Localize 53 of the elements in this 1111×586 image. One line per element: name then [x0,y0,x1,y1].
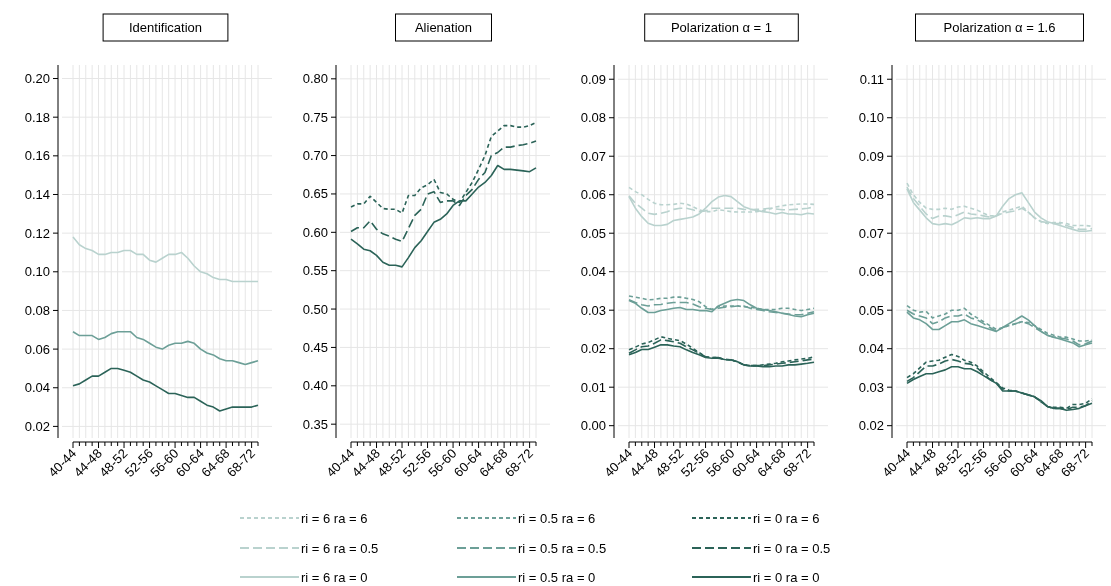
y-tick-label: 0.70 [302,148,328,164]
y-tick-label: 0.05 [858,302,884,318]
y-tick-label: 0.03 [580,302,606,318]
y-tick-label: 0.75 [302,109,328,125]
y-tick-label: 0.10 [858,110,884,126]
chart-title: Polarization α = 1.6 [943,20,1056,35]
y-tick-label: 0.40 [302,378,328,394]
y-tick-label: 0.09 [580,71,606,87]
y-tick-label: 0.80 [302,71,328,87]
legend-label: ri = 0.5 ra = 6 [518,510,596,526]
y-tick-label: 0.60 [302,224,328,240]
y-tick-label: 0.09 [858,148,884,164]
legend-label: ri = 0 ra = 0.5 [753,540,831,556]
y-tick-label: 0.00 [580,418,606,434]
legend-label: ri = 0.5 ra = 0 [518,569,596,585]
y-tick-label: 0.45 [302,339,328,355]
y-tick-label: 0.02 [580,341,606,357]
chart-title: Identification [129,20,202,35]
y-tick-label: 0.14 [24,187,50,203]
legend-label: ri = 6 ra = 0.5 [301,540,379,556]
y-tick-label: 0.05 [580,225,606,241]
y-tick-label: 0.03 [858,379,884,395]
legend-label: ri = 0 ra = 0 [753,569,820,585]
y-tick-label: 0.65 [302,186,328,202]
legend-label: ri = 0 ra = 6 [753,510,820,526]
y-tick-label: 0.10 [24,264,50,280]
legend-label: ri = 6 ra = 0 [301,569,368,585]
chart-title: Polarization α = 1 [670,20,773,35]
y-tick-label: 0.35 [302,416,328,432]
y-tick-label: 0.08 [858,187,884,203]
y-tick-label: 0.55 [302,263,328,279]
legend-label: ri = 0.5 ra = 0.5 [518,540,607,556]
y-tick-label: 0.07 [858,225,884,241]
y-tick-label: 0.16 [24,148,50,164]
y-tick-label: 0.06 [580,187,606,203]
y-tick-label: 0.20 [24,71,50,87]
y-tick-label: 0.06 [24,341,50,357]
y-tick-label: 0.06 [858,264,884,280]
y-tick-label: 0.04 [858,341,884,357]
y-tick-label: 0.02 [858,418,884,434]
y-tick-label: 0.18 [24,109,50,125]
y-tick-label: 0.01 [580,379,606,395]
y-tick-label: 0.02 [24,418,50,434]
y-tick-label: 0.04 [580,264,606,280]
y-tick-label: 0.12 [24,225,50,241]
y-tick-label: 0.08 [24,303,50,318]
y-tick-label: 0.07 [580,148,606,164]
legend-label: ri = 6 ra = 6 [301,510,368,526]
y-tick-label: 0.08 [580,110,606,126]
y-tick-label: 0.50 [302,301,328,317]
chart-title: Alienation [414,20,473,35]
y-tick-label: 0.04 [24,380,50,396]
y-tick-label: 0.11 [859,71,884,87]
